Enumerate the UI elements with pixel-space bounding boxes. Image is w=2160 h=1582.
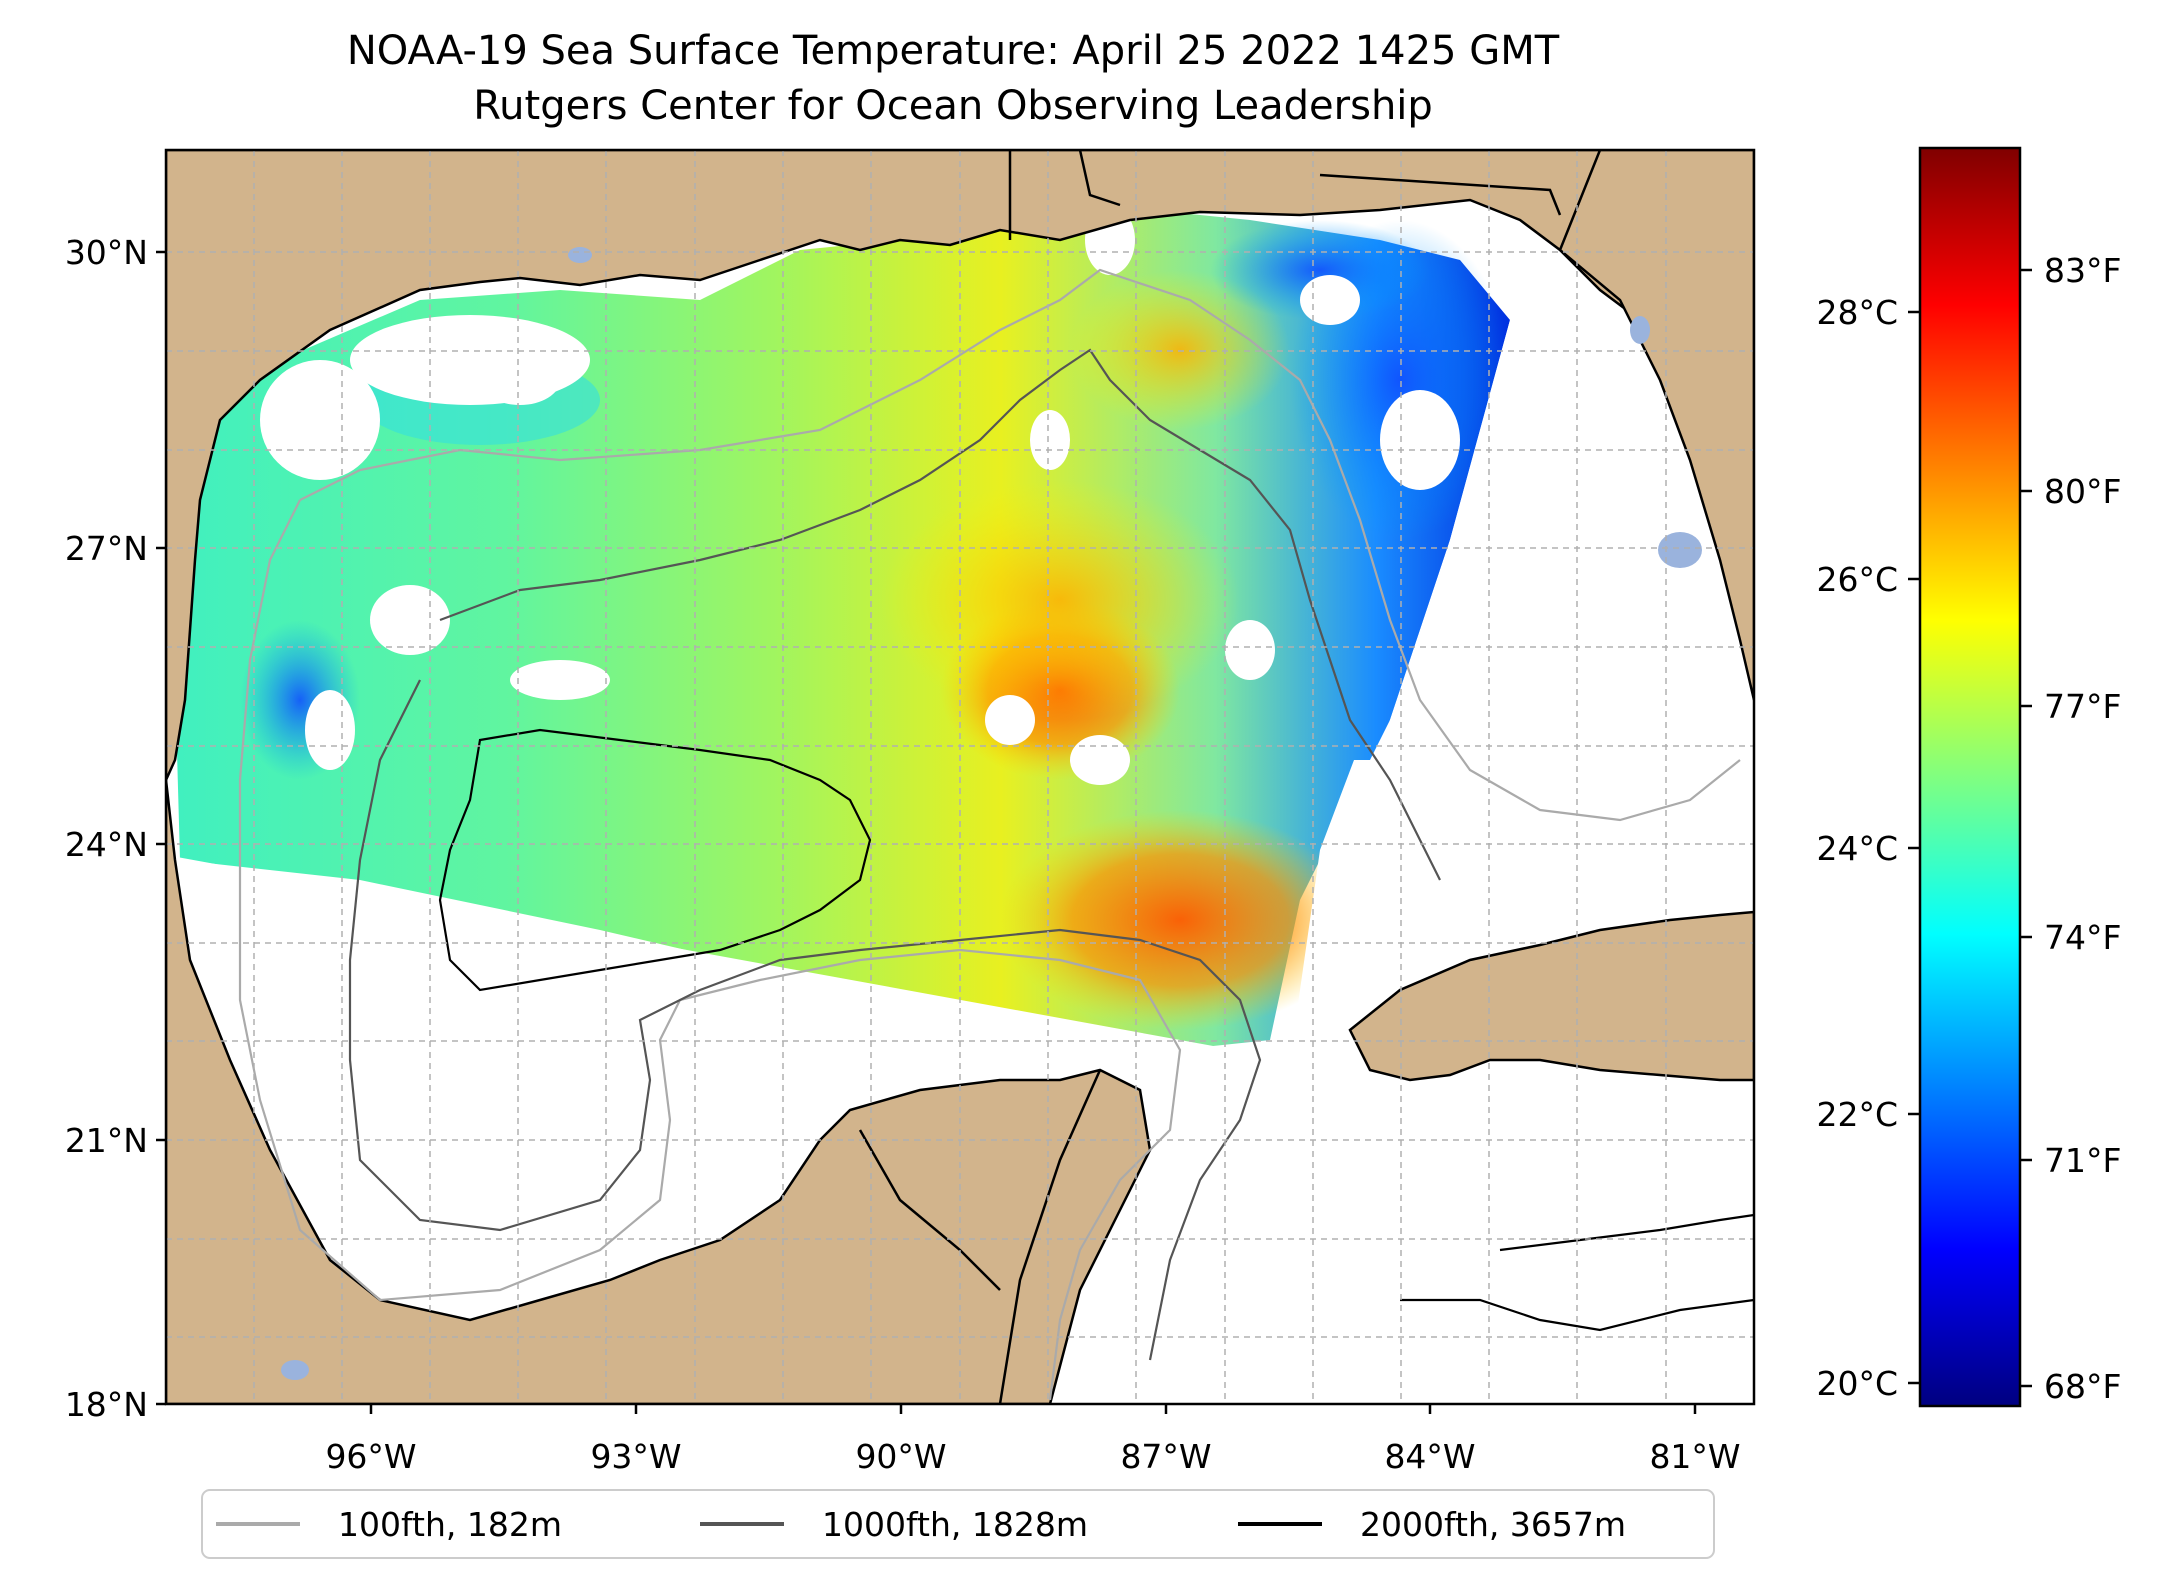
- colorbar-celsius-label: 20°C: [1816, 1364, 1898, 1403]
- contour-100fth: [238, 268, 1741, 1401]
- map-gridlines: [166, 150, 1754, 1404]
- legend-box: [201, 1489, 1715, 1559]
- bathymetry-contours: [238, 268, 1754, 1401]
- colorbar-fahrenheit-label: 74°F: [2044, 918, 2121, 957]
- map-panel: [166, 150, 1754, 1404]
- x-tick-label: 81°W: [1649, 1437, 1740, 1476]
- colorbar-fahrenheit-label: 77°F: [2044, 687, 2121, 726]
- colorbar-celsius-label: 22°C: [1816, 1095, 1898, 1134]
- x-tick-label: 90°W: [855, 1437, 946, 1476]
- colorbar-celsius-label: 24°C: [1816, 829, 1898, 868]
- legend-label-100fth: 100fth, 182m: [338, 1505, 562, 1544]
- colorbar-fahrenheit-label: 80°F: [2044, 472, 2121, 511]
- colorbar-celsius-label: 26°C: [1816, 560, 1898, 599]
- title-line-2: Rutgers Center for Ocean Observing Leade…: [473, 83, 1433, 129]
- political-borders: [858, 150, 1562, 1404]
- x-tick-label: 84°W: [1384, 1437, 1475, 1476]
- lakes: [281, 247, 1702, 1380]
- legend: 100fth, 182m 1000fth, 1828m 2000fth, 365…: [201, 1489, 1715, 1559]
- contour-1000fth: [348, 348, 1441, 1361]
- colorbar-fahrenheit-label: 68°F: [2044, 1367, 2121, 1406]
- sst-swath: [166, 150, 1754, 1404]
- y-tick-label: 21°N: [65, 1121, 148, 1160]
- x-axis: 96°W 93°W 90°W 87°W 84°W 81°W: [325, 1404, 1741, 1476]
- y-tick-label: 24°N: [65, 825, 148, 864]
- cuba-land: [1348, 910, 1754, 1082]
- x-tick-label: 96°W: [325, 1437, 416, 1476]
- y-tick-label: 18°N: [65, 1385, 148, 1424]
- colorbar: 28°C 26°C 24°C 22°C 20°C 83°F 80°F 77°F …: [1816, 146, 2121, 1408]
- y-tick-label: 27°N: [65, 529, 148, 568]
- legend-label-2000fth: 2000fth, 3657m: [1360, 1505, 1626, 1544]
- colorbar-celsius-label: 28°C: [1816, 293, 1898, 332]
- x-tick-label: 87°W: [1120, 1437, 1211, 1476]
- colorbar-fahrenheit-label: 83°F: [2044, 251, 2121, 290]
- colorbar-gradient: [1918, 146, 2022, 1408]
- colorbar-fahrenheit-label: 71°F: [2044, 1141, 2121, 1180]
- y-axis: 30°N 27°N 24°N 21°N 18°N: [65, 233, 166, 1424]
- legend-label-1000fth: 1000fth, 1828m: [822, 1505, 1088, 1544]
- contour-2000fth: [438, 728, 1754, 1332]
- x-tick-label: 93°W: [590, 1437, 681, 1476]
- map-frame: [164, 148, 1756, 1406]
- y-tick-label: 30°N: [65, 233, 148, 272]
- title-line-1: NOAA-19 Sea Surface Temperature: April 2…: [347, 28, 1560, 74]
